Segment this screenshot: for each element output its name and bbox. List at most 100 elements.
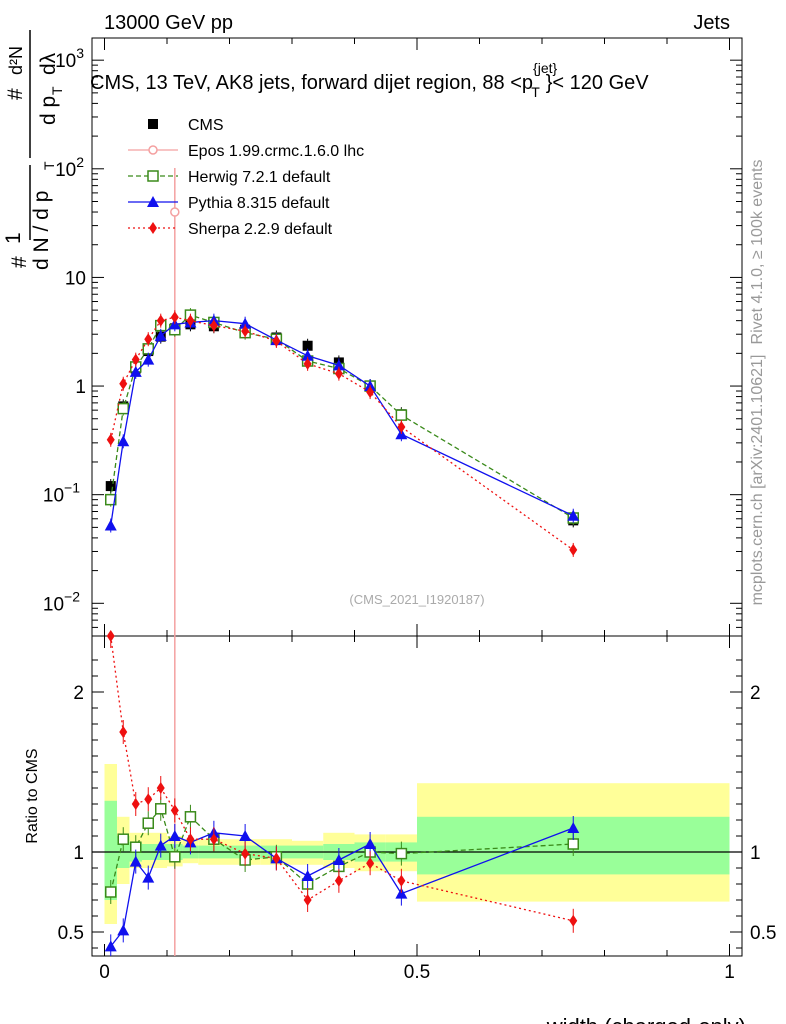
sherpa-ratio-point: [119, 726, 128, 738]
legend-marker: [147, 196, 159, 207]
ylabel-d2n: d²N: [6, 46, 26, 75]
sherpa-point: [569, 543, 578, 556]
ylabel-dn: d N / d p: [30, 191, 53, 270]
pythia-ratio-point: [301, 870, 314, 881]
sherpa-ratio-point: [106, 630, 115, 642]
y-tick-label: 103: [55, 45, 84, 72]
sherpa-point: [366, 386, 375, 399]
sherpa-ratio-point: [144, 793, 153, 806]
series-4: [106, 310, 578, 933]
pythia-ratio-point: [142, 871, 155, 883]
legend-item: CMS: [148, 117, 224, 134]
legend-label: Sherpa 2.2.9 default: [188, 221, 333, 238]
pythia-point: [154, 329, 167, 341]
pythia-ratio-point: [395, 887, 408, 899]
pythia-point: [104, 519, 117, 531]
header-energy: 13000 GeV pp: [104, 12, 233, 34]
sherpa-point: [334, 367, 343, 380]
herwig-point: [105, 493, 117, 506]
axis-ticks: 0 0.5 1 10−2 10−1 1 10 102 103 0.5 0.5 1 1 2 2: [43, 38, 776, 983]
herwig-ratio-point: [567, 838, 579, 850]
ratio-y-tick-label-right: 1: [750, 843, 761, 864]
y-tick-label: 1: [75, 377, 86, 398]
series-0: [105, 317, 579, 528]
pythia-point: [142, 353, 155, 365]
ylabel-hash1: #: [8, 256, 31, 268]
pythia-ratio-point: [104, 940, 117, 952]
pythia-point: [301, 349, 314, 361]
ylabel-one: 1: [2, 232, 25, 244]
sherpa-main-line: [110, 316, 574, 551]
herwig-ratio-point: [184, 811, 197, 823]
y-tick-label: 102: [55, 154, 84, 181]
rivet-label: Rivet 4.1.0, ≥ 100k events: [749, 160, 766, 345]
sherpa-point: [272, 334, 281, 347]
sherpa-ratio-point: [272, 852, 281, 865]
legend-item: Pythia 8.315 default: [128, 195, 330, 212]
x-tick-label: 1: [724, 962, 735, 983]
pythia-ratio-point: [117, 924, 130, 936]
ratio-y-tick-label: 0.5: [58, 923, 84, 944]
sherpa-point: [241, 325, 250, 338]
pythia-ratio-point: [239, 830, 252, 841]
pythia-main-line: [110, 319, 574, 526]
series-layer: [104, 168, 580, 956]
pythia-ratio-point: [129, 855, 142, 867]
herwig-ratio-point: [117, 833, 129, 845]
sherpa-point: [170, 311, 179, 324]
ylabel-t1: T: [41, 161, 57, 170]
pythia-point: [117, 435, 130, 447]
header-category: Jets: [693, 12, 730, 34]
ylabel-hash2: #: [4, 88, 27, 100]
cms-point: [105, 481, 116, 492]
sherpa-ratio-point: [241, 847, 250, 860]
analysis-watermark: (CMS_2021_I1920187): [349, 592, 484, 607]
sherpa-ratio-point: [569, 914, 578, 927]
pythia-point: [567, 509, 580, 521]
pythia-point: [239, 317, 252, 329]
pythia-point: [332, 359, 345, 371]
sherpa-point: [303, 357, 312, 370]
pythia-point: [129, 365, 142, 377]
ratio-y-tick-label: 2: [73, 683, 84, 704]
legend-marker: [148, 119, 158, 129]
pythia-ratio-point: [154, 839, 167, 851]
sherpa-ratio-point: [186, 833, 195, 846]
x-axis-label: width (charged-only): [546, 1014, 746, 1024]
sherpa-point: [106, 433, 115, 446]
title-superscript: {jet}: [533, 60, 557, 76]
sherpa-ratio-line: [110, 635, 574, 922]
legend-label: Herwig 7.2.1 default: [188, 169, 331, 186]
chart-title-text: CMS, 13 TeV, AK8 jets, forward dijet reg…: [90, 60, 649, 100]
legend-label: Epos 1.99.crmc.1.6.0 lhc: [188, 143, 364, 160]
herwig-point: [395, 409, 408, 421]
ratio-y-tick-label: 1: [73, 843, 84, 864]
herwig-ratio-point: [395, 847, 408, 860]
y-axis-label: # 1 d N / d p T # d²N d p T dλ: [2, 30, 65, 270]
herwig-ratio-point: [169, 851, 181, 863]
herwig-ratio-point: [142, 817, 154, 829]
sherpa-point: [209, 319, 218, 332]
legend-marker: [149, 222, 157, 234]
sherpa-ratio-point: [170, 804, 179, 817]
sherpa-point: [144, 333, 153, 346]
pythia-ratio-point: [168, 830, 181, 841]
title-main: CMS, 13 TeV, AK8 jets, forward dijet reg…: [90, 72, 533, 94]
y-tick-label: 10−1: [43, 480, 80, 507]
herwig-ratio-point: [155, 803, 167, 815]
herwig-main-line: [110, 314, 574, 519]
ylabel-t2: T: [49, 86, 65, 95]
ylabel-dl: dλ: [37, 52, 60, 75]
legend-item: Sherpa 2.2.9 default: [128, 221, 333, 238]
title-subscript: T: [531, 84, 540, 100]
sherpa-ratio-point: [397, 874, 406, 887]
legend-marker: [147, 170, 159, 182]
cms-point: [302, 340, 313, 351]
ratio-y-tick-label-right: 0.5: [750, 923, 776, 944]
ylabel-dp: d p: [37, 96, 60, 125]
sherpa-point: [119, 377, 128, 390]
sherpa-point: [397, 420, 406, 433]
chart-title: CMS, 13 TeV, AK8 jets, forward dijet reg…: [90, 60, 649, 100]
x-tick-label: 0.5: [404, 962, 430, 983]
